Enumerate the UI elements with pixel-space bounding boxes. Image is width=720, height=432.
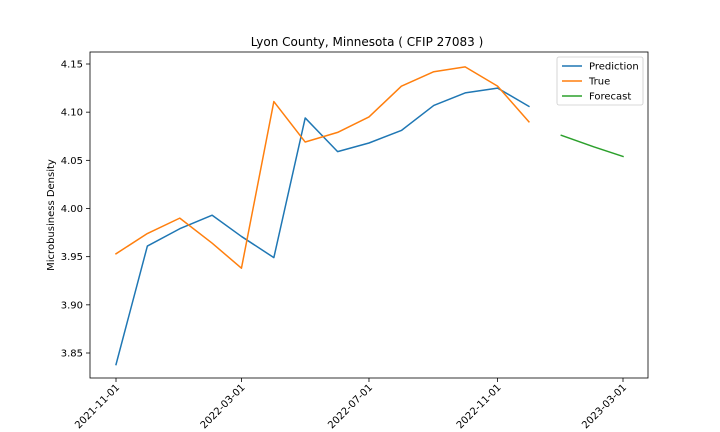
- y-axis-title: Microbusiness Density: [46, 159, 57, 271]
- legend: Prediction True Forecast: [556, 56, 644, 106]
- legend-box: [556, 56, 644, 106]
- series-line-forecast: [560, 134, 624, 158]
- legend-label: Forecast: [589, 92, 631, 103]
- y-tick-label: 3.95: [61, 252, 83, 263]
- legend-label: Prediction: [589, 62, 639, 73]
- series-line-prediction: [115, 87, 530, 366]
- y-tick-label: 4.00: [61, 204, 83, 215]
- y-tick-label: 3.85: [61, 349, 83, 360]
- series-line-true: [114, 66, 530, 269]
- y-tick-label: 3.90: [61, 300, 83, 311]
- y-tick-label: 4.15: [61, 60, 83, 71]
- y-tick-label: 4.05: [61, 156, 83, 167]
- chart-title: Lyon County, Minnesota ( CFIP 27083 ): [251, 35, 484, 49]
- y-tick-label: 4.10: [61, 108, 83, 119]
- legend-label: True: [588, 77, 610, 88]
- plot-area: [114, 66, 624, 366]
- y-axis: 3.85 3.90 3.95 4.00 4.05 4.10 4.15: [61, 60, 90, 360]
